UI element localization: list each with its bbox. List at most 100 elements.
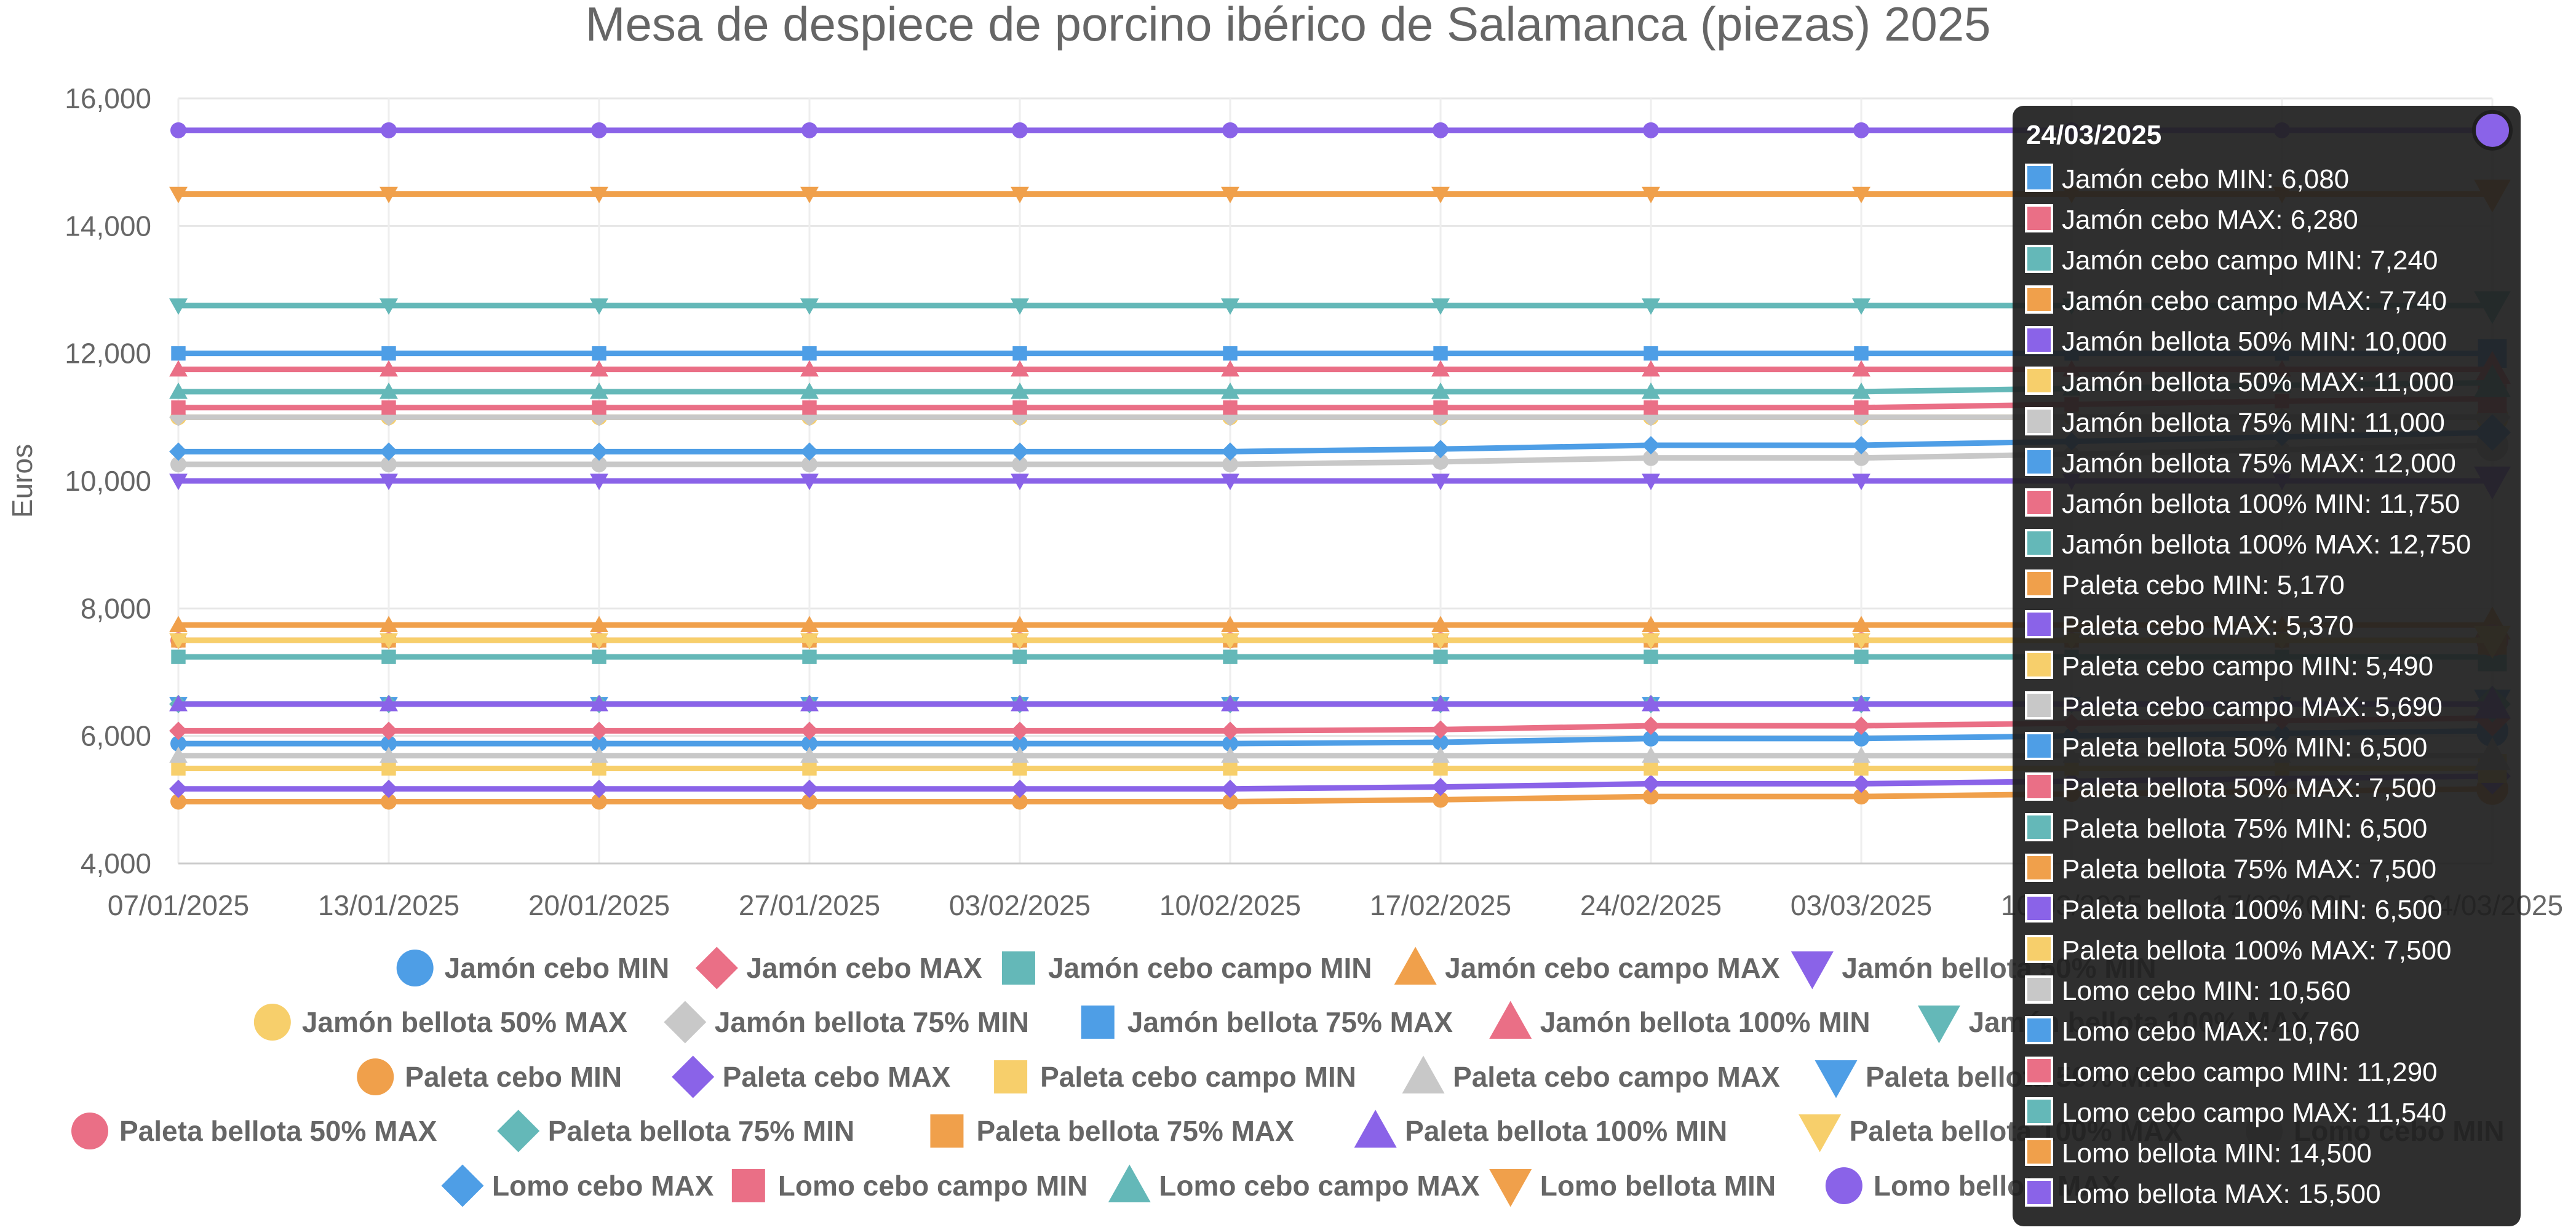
data-point bbox=[171, 649, 186, 664]
data-point bbox=[591, 736, 607, 752]
legend-label: Paleta bellota 75% MIN bbox=[548, 1115, 855, 1147]
legend-label: Paleta cebo MAX bbox=[723, 1061, 951, 1093]
legend-item[interactable]: Lomo cebo campo MAX bbox=[1108, 1164, 1480, 1203]
data-point bbox=[1431, 360, 1450, 377]
tooltip-item: Jamón bellota 75% MAX: 12,000 bbox=[2062, 448, 2456, 478]
legend-item[interactable]: Lomo bellota MIN bbox=[1489, 1169, 1776, 1207]
tooltip-item: Jamón bellota 100% MIN: 11,750 bbox=[2062, 489, 2460, 519]
legend-item[interactable]: Jamón bellota 50% MAX bbox=[253, 1004, 627, 1041]
legend-item[interactable]: Paleta cebo MIN bbox=[357, 1058, 622, 1095]
data-point bbox=[800, 779, 819, 798]
data-point bbox=[1222, 736, 1238, 752]
legend-item[interactable]: Jamón cebo MAX bbox=[695, 946, 982, 990]
tooltip-item: Jamón bellota 75% MIN: 11,000 bbox=[2062, 408, 2445, 438]
data-point bbox=[800, 186, 819, 204]
data-point bbox=[380, 694, 398, 712]
data-point bbox=[380, 298, 398, 315]
data-point bbox=[1012, 736, 1028, 752]
x-tick-label: 24/02/2025 bbox=[1580, 889, 1722, 921]
data-point bbox=[1642, 435, 1660, 454]
data-point bbox=[169, 298, 188, 315]
data-point bbox=[1221, 442, 1239, 461]
tooltip-swatch bbox=[2025, 732, 2053, 760]
legend-item[interactable]: Paleta cebo MAX bbox=[672, 1055, 951, 1098]
data-point bbox=[1221, 616, 1239, 632]
data-point bbox=[1431, 777, 1450, 796]
legend-item[interactable]: Jamón bellota 75% MAX bbox=[1081, 1006, 1453, 1039]
legend-item[interactable]: Jamón bellota 100% MIN bbox=[1489, 1001, 1870, 1039]
data-point bbox=[1223, 761, 1238, 776]
data-point bbox=[1011, 298, 1029, 315]
tooltip-swatch bbox=[2025, 1178, 2053, 1207]
legend-label: Jamón bellota 75% MAX bbox=[1127, 1006, 1453, 1038]
data-point bbox=[590, 721, 608, 740]
legend-marker bbox=[1799, 1114, 1842, 1153]
data-point bbox=[169, 633, 188, 650]
data-point bbox=[1431, 720, 1450, 739]
data-point bbox=[1642, 474, 1660, 490]
data-point bbox=[1011, 474, 1029, 490]
tooltip-item: Jamón bellota 100% MAX: 12,750 bbox=[2062, 530, 2471, 560]
data-point bbox=[1223, 400, 1238, 415]
legend-item[interactable]: Lomo cebo campo MIN bbox=[731, 1169, 1087, 1202]
data-point bbox=[800, 694, 819, 712]
data-point bbox=[381, 761, 396, 776]
data-point bbox=[1852, 186, 1870, 204]
legend-marker bbox=[1354, 1109, 1397, 1148]
y-tick-label: 12,000 bbox=[65, 338, 151, 370]
tooltip-item: Paleta bellota 75% MAX: 7,500 bbox=[2062, 854, 2436, 884]
y-tick-label: 14,000 bbox=[65, 210, 151, 242]
tooltip-swatch bbox=[2025, 367, 2053, 395]
data-point bbox=[1852, 716, 1870, 736]
tooltip-item: Paleta cebo campo MAX: 5,690 bbox=[2062, 692, 2443, 722]
data-point bbox=[1221, 746, 1239, 763]
legend-item[interactable]: Lomo cebo MAX bbox=[441, 1164, 714, 1207]
data-point bbox=[169, 382, 188, 399]
legend-item[interactable]: Paleta cebo campo MAX bbox=[1402, 1055, 1781, 1094]
data-point bbox=[590, 360, 608, 377]
tooltip-box bbox=[2013, 106, 2521, 1226]
tooltip-item: Paleta cebo MAX: 5,370 bbox=[2062, 611, 2354, 641]
data-point bbox=[1011, 633, 1029, 650]
data-point bbox=[1011, 779, 1029, 798]
tooltip-swatch bbox=[2025, 1016, 2053, 1044]
data-point bbox=[1853, 730, 1869, 747]
legend-item[interactable]: Jamón bellota 75% MIN bbox=[664, 1001, 1029, 1044]
data-point bbox=[380, 186, 398, 204]
data-point bbox=[1643, 122, 1659, 138]
tooltip-item: Jamón cebo MAX: 6,280 bbox=[2062, 205, 2358, 235]
data-point bbox=[1223, 649, 1238, 664]
data-point bbox=[1011, 442, 1029, 461]
tooltip-item: Lomo bellota MAX: 15,500 bbox=[2062, 1179, 2381, 1209]
data-point bbox=[1854, 649, 1869, 664]
data-point bbox=[590, 186, 608, 204]
data-point bbox=[1853, 450, 1869, 466]
legend-item[interactable]: Jamón cebo campo MIN bbox=[1001, 951, 1372, 985]
legend-marker bbox=[731, 1169, 765, 1202]
data-point bbox=[590, 779, 608, 798]
legend-item[interactable]: Paleta bellota 75% MAX bbox=[930, 1114, 1294, 1148]
active-point bbox=[2472, 109, 2513, 151]
data-point bbox=[800, 442, 819, 461]
legend-marker bbox=[672, 1055, 715, 1098]
legend-marker bbox=[1108, 1164, 1151, 1202]
legend-item[interactable]: Paleta bellota 50% MAX bbox=[71, 1113, 437, 1149]
tooltip-item: Paleta cebo campo MIN: 5,490 bbox=[2062, 651, 2433, 681]
legend-item[interactable]: Paleta bellota 100% MIN bbox=[1354, 1109, 1728, 1148]
data-point bbox=[1222, 122, 1238, 138]
data-point bbox=[1433, 649, 1448, 664]
legend-item[interactable]: Jamón cebo campo MAX bbox=[1394, 946, 1780, 985]
legend-item[interactable]: Paleta cebo campo MIN bbox=[994, 1060, 1356, 1093]
data-point bbox=[1012, 400, 1027, 415]
data-point bbox=[1431, 633, 1450, 650]
tooltip-swatch bbox=[2025, 164, 2053, 192]
legend-item[interactable]: Jamón cebo MIN bbox=[396, 950, 670, 986]
x-tick-label: 17/02/2025 bbox=[1370, 889, 1511, 921]
legend-label: Jamón bellota 50% MAX bbox=[302, 1006, 627, 1038]
legend-marker bbox=[1489, 1001, 1532, 1039]
data-point bbox=[1642, 298, 1660, 315]
tooltip-item: Lomo cebo MIN: 10,560 bbox=[2062, 976, 2351, 1006]
tooltip-swatch bbox=[2025, 935, 2053, 963]
legend-item[interactable]: Paleta bellota 75% MIN bbox=[497, 1109, 855, 1153]
legend-label: Paleta cebo campo MAX bbox=[1453, 1061, 1780, 1093]
